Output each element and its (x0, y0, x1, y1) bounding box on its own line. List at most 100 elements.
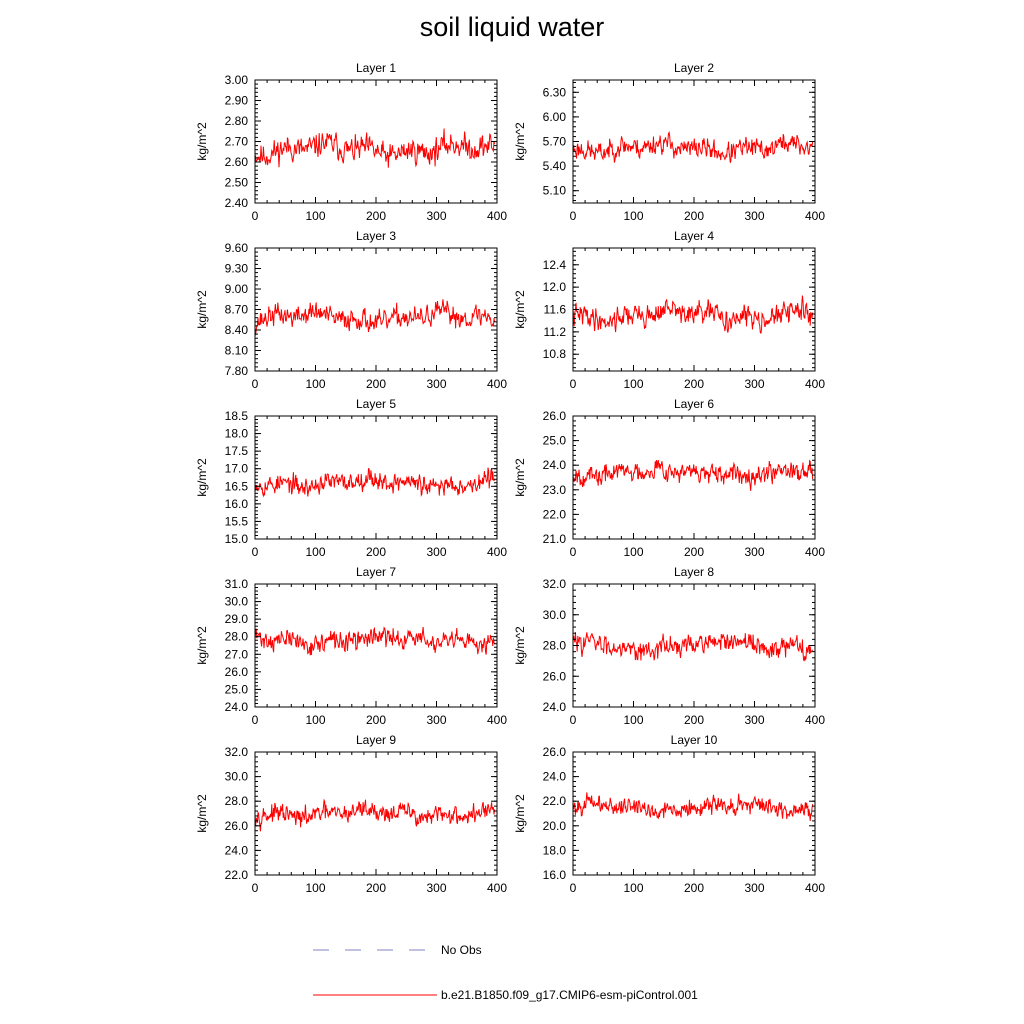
panel-9: 22.0 24.0 26.0 28.0 30.0 32.0 0 100 200 300 400 Lay… (195, 733, 507, 895)
x-tick-label: 400 (805, 713, 825, 727)
panel-title: Layer 1 (356, 61, 396, 75)
plot-frame (572, 751, 816, 876)
y-tick-label: 30.0 (225, 770, 249, 784)
x-tick-label: 200 (366, 713, 386, 727)
y-tick-label: 25.0 (543, 434, 567, 448)
panel-8: 24.0 26.0 28.0 30.0 32.0 0 100 200 300 400 Layer 8… (513, 565, 825, 727)
x-tick-label: 300 (744, 545, 764, 559)
x-tick-label: 100 (305, 545, 325, 559)
legend-label-model: b.e21.B1850.f09_g17.CMIP6-esm-piControl.… (441, 988, 698, 1002)
panel-title: Layer 4 (674, 229, 714, 243)
y-tick-label: 2.80 (225, 114, 249, 128)
x-tick-label: 200 (684, 881, 704, 895)
y-tick-label: 6.00 (543, 110, 567, 124)
panel-title: Layer 2 (674, 61, 714, 75)
x-tick-label: 100 (623, 209, 643, 223)
x-tick-label: 400 (805, 209, 825, 223)
y-tick-label: 9.00 (225, 282, 249, 296)
x-tick-label: 0 (570, 545, 577, 559)
x-tick-label: 0 (252, 881, 259, 895)
y-tick-label: 25.0 (225, 682, 249, 696)
y-tick-label: 18.0 (543, 843, 567, 857)
panel-2: 5.10 5.40 5.70 6.00 6.30 0 100 200 300 400 Layer 2… (513, 61, 825, 223)
y-tick-label: 27.0 (225, 647, 249, 661)
legend-label-no-obs: No Obs (441, 943, 482, 957)
y-tick-label: 7.80 (225, 364, 249, 378)
x-tick-label: 400 (805, 545, 825, 559)
series-line-layer-10 (572, 792, 814, 822)
x-tick-label: 400 (487, 209, 507, 223)
y-tick-label: 24.0 (225, 843, 249, 857)
y-tick-label: 3.00 (225, 73, 249, 87)
y-tick-label: 18.5 (225, 409, 249, 423)
plot-frame (254, 79, 498, 204)
y-tick-label: 11.6 (544, 303, 567, 317)
y-tick-label: 2.70 (225, 135, 249, 149)
x-tick-label: 300 (426, 881, 446, 895)
plot-frame (254, 583, 498, 708)
y-tick-label: 8.40 (225, 323, 249, 337)
y-tick-label: 5.40 (543, 159, 567, 173)
x-tick-label: 0 (570, 713, 577, 727)
y-tick-label: 10.8 (543, 347, 567, 361)
y-tick-label: 32.0 (225, 745, 249, 759)
panel-title: Layer 9 (356, 733, 396, 747)
y-tick-label: 2.40 (225, 196, 249, 210)
y-tick-label: 16.5 (225, 479, 249, 493)
series-line-layer-5 (254, 467, 496, 498)
y-tick-label: 12.0 (543, 280, 567, 294)
y-tick-label: 18.0 (225, 427, 249, 441)
y-tick-label: 29.0 (225, 612, 249, 626)
y-tick-label: 24.0 (543, 458, 567, 472)
panel-7: 24.0 25.0 26.0 27.0 28.0 29.0 30.0 31.0 0 100 200 3… (195, 565, 507, 727)
series-line-layer-8 (572, 632, 814, 662)
x-tick-label: 100 (623, 545, 643, 559)
x-tick-label: 100 (305, 881, 325, 895)
y-tick-label: 15.0 (225, 532, 249, 546)
series-line-layer-7 (254, 626, 496, 656)
series-line-layer-9 (254, 798, 496, 832)
y-tick-label: 2.60 (225, 155, 249, 169)
panel-title: Layer 7 (356, 565, 396, 579)
x-tick-label: 200 (366, 377, 386, 391)
chart-title: soil liquid water (419, 12, 605, 42)
y-tick-label: 22.0 (543, 507, 567, 521)
series-line-layer-4 (572, 295, 814, 335)
series-line-layer-2 (572, 130, 814, 163)
y-tick-label: 28.0 (225, 630, 249, 644)
x-tick-label: 300 (744, 209, 764, 223)
y-tick-label: 11.2 (544, 325, 567, 339)
y-tick-label: 2.90 (225, 94, 249, 108)
y-tick-label: 21.0 (543, 532, 567, 546)
x-tick-label: 100 (305, 209, 325, 223)
y-axis-label: kg/m^2 (513, 458, 527, 497)
x-tick-label: 300 (426, 713, 446, 727)
x-tick-label: 400 (487, 545, 507, 559)
x-tick-label: 300 (744, 713, 764, 727)
y-tick-label: 22.0 (225, 868, 249, 882)
x-tick-label: 100 (305, 713, 325, 727)
panel-6: 21.0 22.0 23.0 24.0 25.0 26.0 0 100 200 300 400 Lay… (513, 397, 825, 559)
y-tick-label: 8.70 (225, 303, 249, 317)
x-tick-label: 100 (305, 377, 325, 391)
y-tick-label: 26.0 (225, 665, 249, 679)
series-line-layer-3 (254, 299, 496, 336)
y-tick-label: 30.0 (543, 608, 567, 622)
x-tick-label: 200 (684, 209, 704, 223)
x-tick-label: 100 (623, 881, 643, 895)
x-tick-label: 0 (570, 377, 577, 391)
panel-5: 15.0 15.5 16.0 16.5 17.0 17.5 18.0 18.5 0 100 200 3… (195, 397, 507, 559)
y-tick-label: 20.0 (543, 819, 567, 833)
x-tick-label: 200 (684, 545, 704, 559)
x-tick-label: 200 (366, 545, 386, 559)
x-tick-label: 300 (426, 377, 446, 391)
y-tick-label: 28.0 (225, 794, 249, 808)
y-axis-label: kg/m^2 (513, 794, 527, 833)
panel-4: 10.8 11.2 11.6 12.0 12.4 0 100 200 300 400 Layer 4… (513, 229, 825, 391)
x-tick-label: 0 (570, 881, 577, 895)
y-tick-label: 16.0 (543, 868, 567, 882)
y-tick-label: 24.0 (543, 770, 567, 784)
x-tick-label: 200 (366, 209, 386, 223)
panel-3: 7.80 8.10 8.40 8.70 9.00 9.30 9.60 0 100 200 300 40… (195, 229, 507, 391)
